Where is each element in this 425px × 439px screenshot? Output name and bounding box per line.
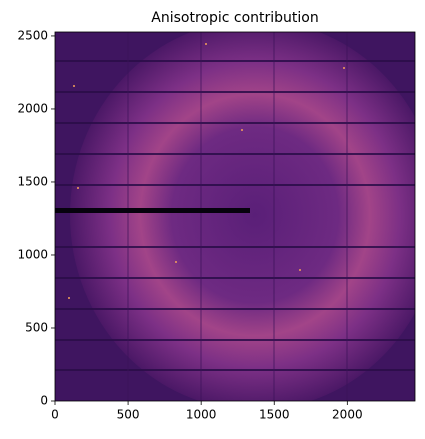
x-tick-label: 500 [117, 408, 140, 422]
y-tick-label: 1000 [17, 247, 48, 261]
y-tick-label: 500 [25, 320, 48, 334]
y-tick-label: 2000 [17, 101, 48, 115]
y-tick-label: 0 [40, 394, 48, 408]
chart-title: Anisotropic contribution [151, 10, 318, 26]
x-tick-label: 2000 [332, 408, 363, 422]
x-tick-label: 0 [51, 408, 59, 422]
y-tick-label: 2500 [17, 28, 48, 42]
plot-frame [54, 31, 416, 402]
x-tick-label: 1000 [186, 408, 217, 422]
image [55, 32, 415, 401]
x-tick-label: 1500 [259, 408, 290, 422]
y-tick-label: 1500 [17, 174, 48, 188]
